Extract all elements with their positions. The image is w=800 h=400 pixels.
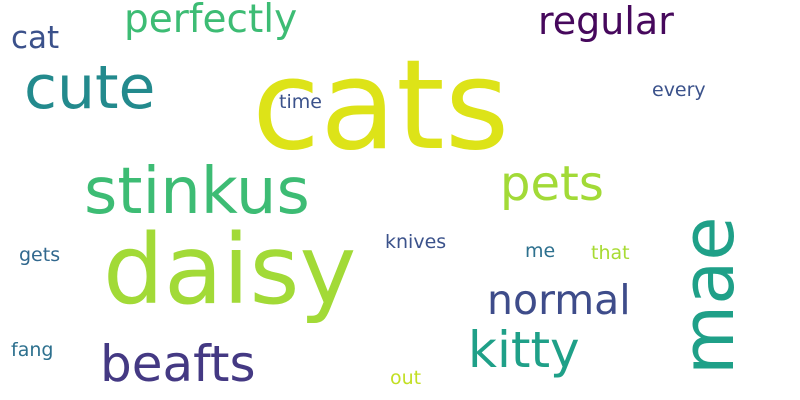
- word-that: that: [591, 242, 630, 264]
- word-stinkus: stinkus: [84, 155, 310, 229]
- word-cute: cute: [24, 53, 156, 123]
- word-cats: cats: [252, 34, 510, 178]
- word-cat: cat: [11, 20, 60, 56]
- word-normal: normal: [487, 276, 631, 324]
- word-out: out: [390, 367, 422, 389]
- word-kitty: kitty: [468, 321, 580, 379]
- word-mae: mae: [666, 216, 750, 375]
- word-fang: fang: [11, 339, 54, 361]
- word-perfectly: perfectly: [124, 0, 298, 42]
- word-me: me: [525, 240, 556, 262]
- word-pets: pets: [500, 156, 604, 212]
- word-knives: knives: [385, 231, 447, 253]
- word-time: time: [279, 91, 322, 113]
- word-gets: gets: [19, 244, 61, 266]
- word-beafts: beafts: [100, 335, 256, 393]
- word-daisy: daisy: [103, 214, 357, 326]
- word-regular: regular: [538, 0, 674, 43]
- word-every: every: [652, 79, 706, 101]
